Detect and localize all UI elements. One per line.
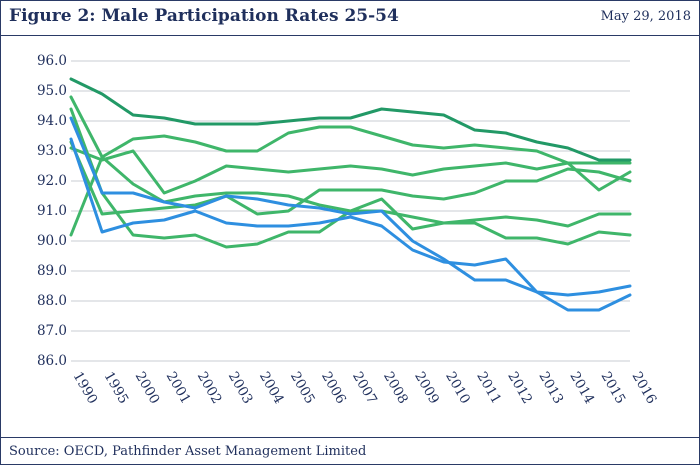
x-tick-label: 2004 bbox=[256, 369, 287, 407]
x-tick-label: 2009 bbox=[411, 369, 442, 407]
x-axis-ticks: 1990 1995 2000 2001 2002 2003 2004 2005 2006 2007… bbox=[70, 369, 660, 407]
chart-date: May 29, 2018 bbox=[600, 9, 691, 24]
x-tick-label: 2003 bbox=[225, 369, 256, 407]
y-tick-label: 93.0 bbox=[37, 143, 67, 159]
series-line-3 bbox=[69, 146, 632, 195]
x-tick-label: 2010 bbox=[442, 369, 473, 407]
y-tick-label: 95.0 bbox=[37, 83, 67, 99]
series-line-5 bbox=[69, 107, 632, 249]
x-tick-label: 2011 bbox=[473, 369, 504, 407]
source-note: Source: OECD, Pathfinder Asset Managemen… bbox=[9, 444, 367, 459]
x-tick-label: 2002 bbox=[194, 369, 225, 407]
y-tick-label: 89.0 bbox=[37, 263, 67, 279]
x-tick-label: 1995 bbox=[101, 369, 132, 407]
x-tick-label: 2015 bbox=[597, 369, 628, 407]
series-lines bbox=[69, 77, 632, 312]
x-tick-label: 1990 bbox=[70, 369, 101, 407]
series-line-7 bbox=[69, 116, 632, 312]
y-tick-label: 88.0 bbox=[37, 293, 67, 309]
x-tick-label: 2000 bbox=[132, 369, 163, 407]
series-line-2 bbox=[69, 95, 632, 165]
y-axis-ticks: 86.0 87.0 88.0 89.0 90.0 91.0 92.0 93.0 94.0 95.0… bbox=[37, 53, 67, 369]
x-tick-label: 2001 bbox=[163, 369, 194, 407]
x-tick-label: 2012 bbox=[504, 369, 535, 407]
y-tick-label: 94.0 bbox=[37, 113, 67, 129]
x-tick-label: 2005 bbox=[287, 369, 318, 407]
series-line-6 bbox=[69, 140, 632, 216]
line-chart: 86.0 87.0 88.0 89.0 90.0 91.0 92.0 93.0 94.0 95.0… bbox=[37, 53, 660, 407]
x-tick-label: 2006 bbox=[318, 369, 349, 407]
x-tick-label: 2016 bbox=[629, 369, 660, 407]
series-line-8 bbox=[69, 137, 632, 297]
chart-footer: Source: OECD, Pathfinder Asset Managemen… bbox=[1, 437, 699, 465]
y-tick-label: 91.0 bbox=[37, 203, 67, 219]
y-tick-label: 90.0 bbox=[37, 233, 67, 249]
y-tick-label: 87.0 bbox=[37, 323, 67, 339]
series-line-1 bbox=[69, 77, 632, 162]
y-tick-label: 86.0 bbox=[37, 353, 67, 369]
y-tick-label: 92.0 bbox=[37, 173, 67, 189]
chart-header: Figure 2: Male Participation Rates 25-54… bbox=[1, 1, 699, 36]
x-tick-label: 2013 bbox=[535, 369, 566, 407]
x-tick-label: 2008 bbox=[380, 369, 411, 407]
x-tick-label: 2014 bbox=[566, 369, 597, 407]
x-tick-label: 2007 bbox=[349, 369, 380, 407]
y-tick-label: 96.0 bbox=[37, 53, 67, 69]
chart-title: Figure 2: Male Participation Rates 25-54 bbox=[9, 6, 399, 26]
